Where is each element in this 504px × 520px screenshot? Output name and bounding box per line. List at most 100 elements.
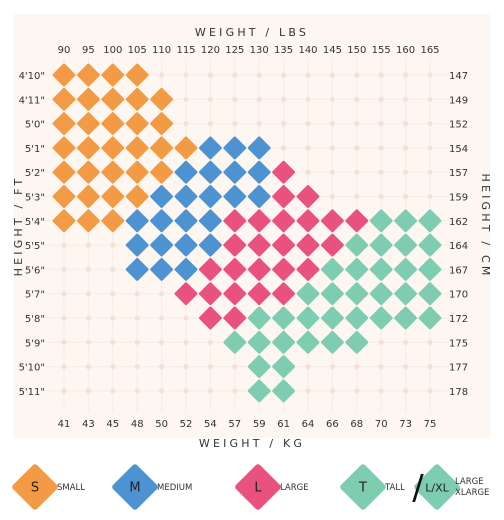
size-cell-l (247, 209, 271, 233)
size-cell-t (369, 233, 393, 257)
size-cell-s (77, 209, 100, 233)
legend-letter: L (254, 481, 262, 496)
grid-dot (329, 364, 335, 370)
grid-dot (134, 339, 140, 345)
size-cell-t (272, 379, 295, 403)
grid-dot (403, 145, 409, 151)
size-cell-s (52, 160, 76, 184)
tick-label-lbs: 110 (152, 45, 171, 56)
grid-dot (232, 96, 238, 102)
grid-dot (159, 315, 165, 321)
legend-label: TALL (384, 483, 405, 493)
legend-separator: / (412, 468, 424, 508)
grid-dot (61, 266, 67, 272)
size-cell-t (394, 233, 417, 257)
size-cell-s (150, 160, 173, 184)
grid-dot (281, 145, 287, 151)
size-cell-t (418, 282, 442, 306)
grid-dot (403, 193, 409, 200)
grid-dot (110, 266, 116, 272)
grid-dot (61, 315, 67, 321)
grid-dot (232, 388, 238, 394)
size-cell-s (125, 112, 149, 135)
size-cell-t (345, 330, 369, 354)
tick-label-kg: 50 (155, 419, 168, 430)
tick-label-kg: 68 (350, 419, 363, 430)
size-cell-s (77, 87, 100, 111)
grid-dot (329, 193, 335, 200)
size-cell-t (296, 330, 320, 354)
grid-dot (232, 121, 238, 127)
tick-label-ft: 4'11" (19, 95, 45, 106)
size-cell-s (77, 136, 100, 160)
tick-label-kg: 45 (106, 419, 119, 430)
grid-dot (427, 121, 433, 127)
size-cell-t (345, 282, 369, 306)
size-cell-m (247, 136, 271, 160)
grid-dot (329, 121, 335, 127)
legend-label-line2: XLARGE (455, 488, 489, 498)
size-cell-l (296, 233, 320, 257)
tick-label-cm: 149 (449, 95, 468, 106)
size-cell-l (223, 258, 247, 281)
grid-dot (85, 364, 91, 370)
size-cell-l (272, 282, 295, 306)
size-cell-m (125, 258, 149, 281)
tick-label-lbs: 130 (250, 45, 269, 56)
size-cell-l (272, 160, 295, 184)
grid-dot (183, 364, 189, 370)
size-cell-m (174, 185, 198, 208)
size-cell-s (125, 87, 149, 111)
tick-label-lbs: 125 (225, 45, 244, 56)
size-cell-l (247, 233, 271, 257)
size-cell-l (321, 209, 344, 233)
tick-label-lbs: 90 (58, 45, 71, 56)
grid-dot (305, 169, 311, 175)
tick-label-cm: 175 (449, 338, 468, 349)
size-cell-l (321, 233, 344, 257)
tick-label-kg: 59 (253, 419, 266, 430)
tick-label-cm: 152 (449, 120, 468, 131)
grid-dot (378, 364, 384, 370)
grid-dot (207, 339, 213, 345)
size-cell-s (52, 209, 76, 233)
size-cell-s (77, 112, 100, 135)
grid-dot (207, 388, 213, 394)
legend-label: SMALL (57, 483, 85, 493)
tick-label-ft: 5'4" (25, 217, 45, 228)
size-cell-l (272, 258, 295, 281)
tick-label-lbs: 165 (420, 45, 439, 56)
tick-label-kg: 48 (131, 419, 144, 430)
grid-dot (329, 388, 335, 394)
size-cell-s (101, 136, 125, 160)
title-height-ft: HEIGHT / FT (12, 176, 25, 277)
tick-label-kg: 54 (204, 419, 217, 430)
grid-dot (256, 121, 262, 127)
legend-item-t: T TALL (340, 464, 405, 510)
size-cell-l (296, 185, 320, 208)
tick-label-kg: 43 (82, 419, 95, 430)
grid-dot (403, 364, 409, 370)
tick-label-ft: 5'3" (25, 193, 45, 204)
size-cell-t (418, 258, 442, 281)
tick-label-lbs: 155 (372, 45, 391, 56)
tick-label-lbs: 120 (201, 45, 220, 56)
grid-dot (378, 72, 384, 78)
grid-dot (85, 242, 91, 248)
size-cell-t (418, 209, 442, 233)
grid-dot (134, 315, 140, 321)
size-cell-l (272, 185, 295, 208)
tick-label-kg: 61 (277, 419, 290, 430)
size-cell-t (321, 258, 344, 281)
grid-dot (329, 96, 335, 102)
grid-dot (85, 339, 91, 345)
tick-label-lbs: 105 (128, 45, 147, 56)
size-cell-s (101, 185, 125, 208)
size-cell-t (247, 306, 271, 330)
size-cell-m (223, 160, 247, 184)
tick-label-ft: 5'1" (25, 144, 45, 155)
tick-label-kg: 70 (375, 419, 388, 430)
grid-dot (403, 388, 409, 394)
size-cell-l (272, 233, 295, 257)
